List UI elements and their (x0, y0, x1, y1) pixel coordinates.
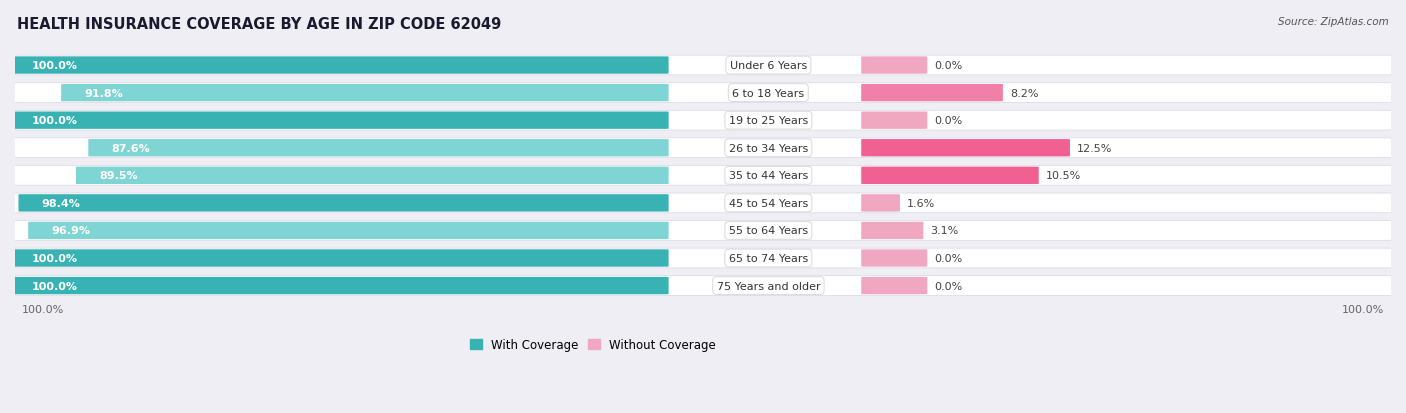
FancyBboxPatch shape (862, 277, 928, 294)
Text: 26 to 34 Years: 26 to 34 Years (728, 143, 808, 153)
FancyBboxPatch shape (862, 112, 928, 130)
FancyBboxPatch shape (8, 112, 669, 130)
Text: 100.0%: 100.0% (31, 61, 77, 71)
Text: 100.0%: 100.0% (31, 254, 77, 263)
Text: 100.0%: 100.0% (1341, 304, 1384, 314)
FancyBboxPatch shape (28, 222, 669, 240)
Text: 91.8%: 91.8% (84, 88, 124, 98)
Text: HEALTH INSURANCE COVERAGE BY AGE IN ZIP CODE 62049: HEALTH INSURANCE COVERAGE BY AGE IN ZIP … (17, 17, 501, 31)
FancyBboxPatch shape (76, 167, 669, 185)
FancyBboxPatch shape (862, 195, 900, 212)
Text: 0.0%: 0.0% (934, 254, 963, 263)
Text: 19 to 25 Years: 19 to 25 Years (728, 116, 808, 126)
FancyBboxPatch shape (60, 85, 669, 102)
Text: 87.6%: 87.6% (111, 143, 150, 153)
Text: 100.0%: 100.0% (31, 281, 77, 291)
FancyBboxPatch shape (862, 85, 1002, 102)
Text: 98.4%: 98.4% (42, 198, 80, 209)
FancyBboxPatch shape (11, 56, 1392, 76)
Text: 0.0%: 0.0% (934, 281, 963, 291)
FancyBboxPatch shape (11, 111, 1392, 131)
Text: 75 Years and older: 75 Years and older (717, 281, 820, 291)
FancyBboxPatch shape (11, 138, 1392, 158)
Text: 100.0%: 100.0% (22, 304, 65, 314)
FancyBboxPatch shape (862, 167, 1039, 185)
Text: 96.9%: 96.9% (52, 226, 90, 236)
Legend: With Coverage, Without Coverage: With Coverage, Without Coverage (465, 333, 721, 356)
Text: 45 to 54 Years: 45 to 54 Years (728, 198, 808, 209)
FancyBboxPatch shape (862, 222, 924, 240)
Text: Under 6 Years: Under 6 Years (730, 61, 807, 71)
Text: 89.5%: 89.5% (100, 171, 138, 181)
FancyBboxPatch shape (18, 195, 669, 212)
FancyBboxPatch shape (8, 57, 669, 75)
Text: 100.0%: 100.0% (31, 116, 77, 126)
Text: Source: ZipAtlas.com: Source: ZipAtlas.com (1278, 17, 1389, 26)
FancyBboxPatch shape (11, 83, 1392, 103)
Text: 8.2%: 8.2% (1010, 88, 1038, 98)
Text: 6 to 18 Years: 6 to 18 Years (733, 88, 804, 98)
FancyBboxPatch shape (862, 250, 928, 267)
FancyBboxPatch shape (8, 250, 669, 267)
Text: 65 to 74 Years: 65 to 74 Years (728, 254, 808, 263)
FancyBboxPatch shape (11, 276, 1392, 296)
Text: 1.6%: 1.6% (907, 198, 935, 209)
Text: 12.5%: 12.5% (1077, 143, 1112, 153)
Text: 35 to 44 Years: 35 to 44 Years (728, 171, 808, 181)
FancyBboxPatch shape (89, 140, 669, 157)
FancyBboxPatch shape (11, 194, 1392, 213)
Text: 0.0%: 0.0% (934, 61, 963, 71)
Text: 0.0%: 0.0% (934, 116, 963, 126)
FancyBboxPatch shape (11, 166, 1392, 186)
Text: 10.5%: 10.5% (1046, 171, 1081, 181)
Text: 3.1%: 3.1% (931, 226, 959, 236)
FancyBboxPatch shape (862, 57, 928, 75)
FancyBboxPatch shape (862, 140, 1070, 157)
FancyBboxPatch shape (8, 277, 669, 294)
Text: 55 to 64 Years: 55 to 64 Years (728, 226, 808, 236)
FancyBboxPatch shape (11, 249, 1392, 268)
FancyBboxPatch shape (11, 221, 1392, 241)
